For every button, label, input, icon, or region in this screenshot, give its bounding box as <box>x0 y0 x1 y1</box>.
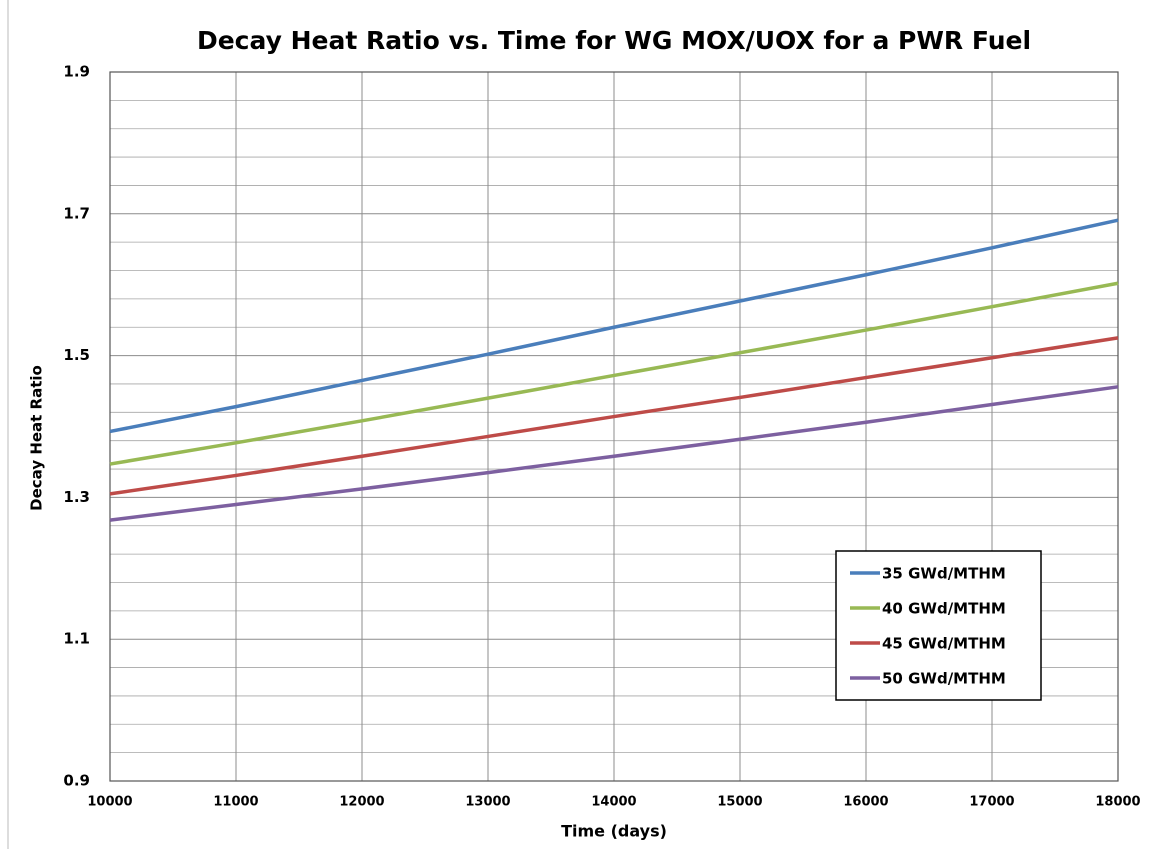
x-tick-label: 16000 <box>843 795 888 810</box>
series-line <box>109 218 1119 434</box>
x-axis-label: Time (days) <box>561 822 667 841</box>
y-tick-label: 1.5 <box>63 346 90 364</box>
legend-label: 50 GWd/MTHM <box>882 670 1006 688</box>
x-tick-label: 17000 <box>969 795 1014 810</box>
y-axis-label: Decay Heat Ratio <box>28 365 46 511</box>
x-tick-label: 14000 <box>591 795 636 810</box>
y-tick-label: 1.7 <box>63 204 90 222</box>
legend-box <box>835 550 1042 701</box>
x-tick-label: 13000 <box>465 795 510 810</box>
legend-label: 40 GWd/MTHM <box>882 600 1006 618</box>
x-tick-label: 11000 <box>213 795 258 810</box>
plot-frame <box>109 71 1119 782</box>
y-tick-label: 1.9 <box>63 63 90 81</box>
y-tick-label: 1.1 <box>63 630 90 648</box>
y-tick-label: 0.9 <box>63 772 90 790</box>
x-tick-label: 18000 <box>1095 795 1140 810</box>
x-tick-label: 10000 <box>87 795 132 810</box>
x-tick-label: 15000 <box>717 795 762 810</box>
chart-title: Decay Heat Ratio vs. Time for WG MOX/UOX… <box>197 26 1031 55</box>
series-line <box>109 281 1119 466</box>
y-tick-label: 1.3 <box>63 488 90 506</box>
legend-label: 45 GWd/MTHM <box>882 635 1006 653</box>
legend-label: 35 GWd/MTHM <box>882 565 1006 583</box>
series-line <box>109 336 1119 496</box>
x-tick-label: 12000 <box>339 795 384 810</box>
series-line <box>109 385 1119 522</box>
